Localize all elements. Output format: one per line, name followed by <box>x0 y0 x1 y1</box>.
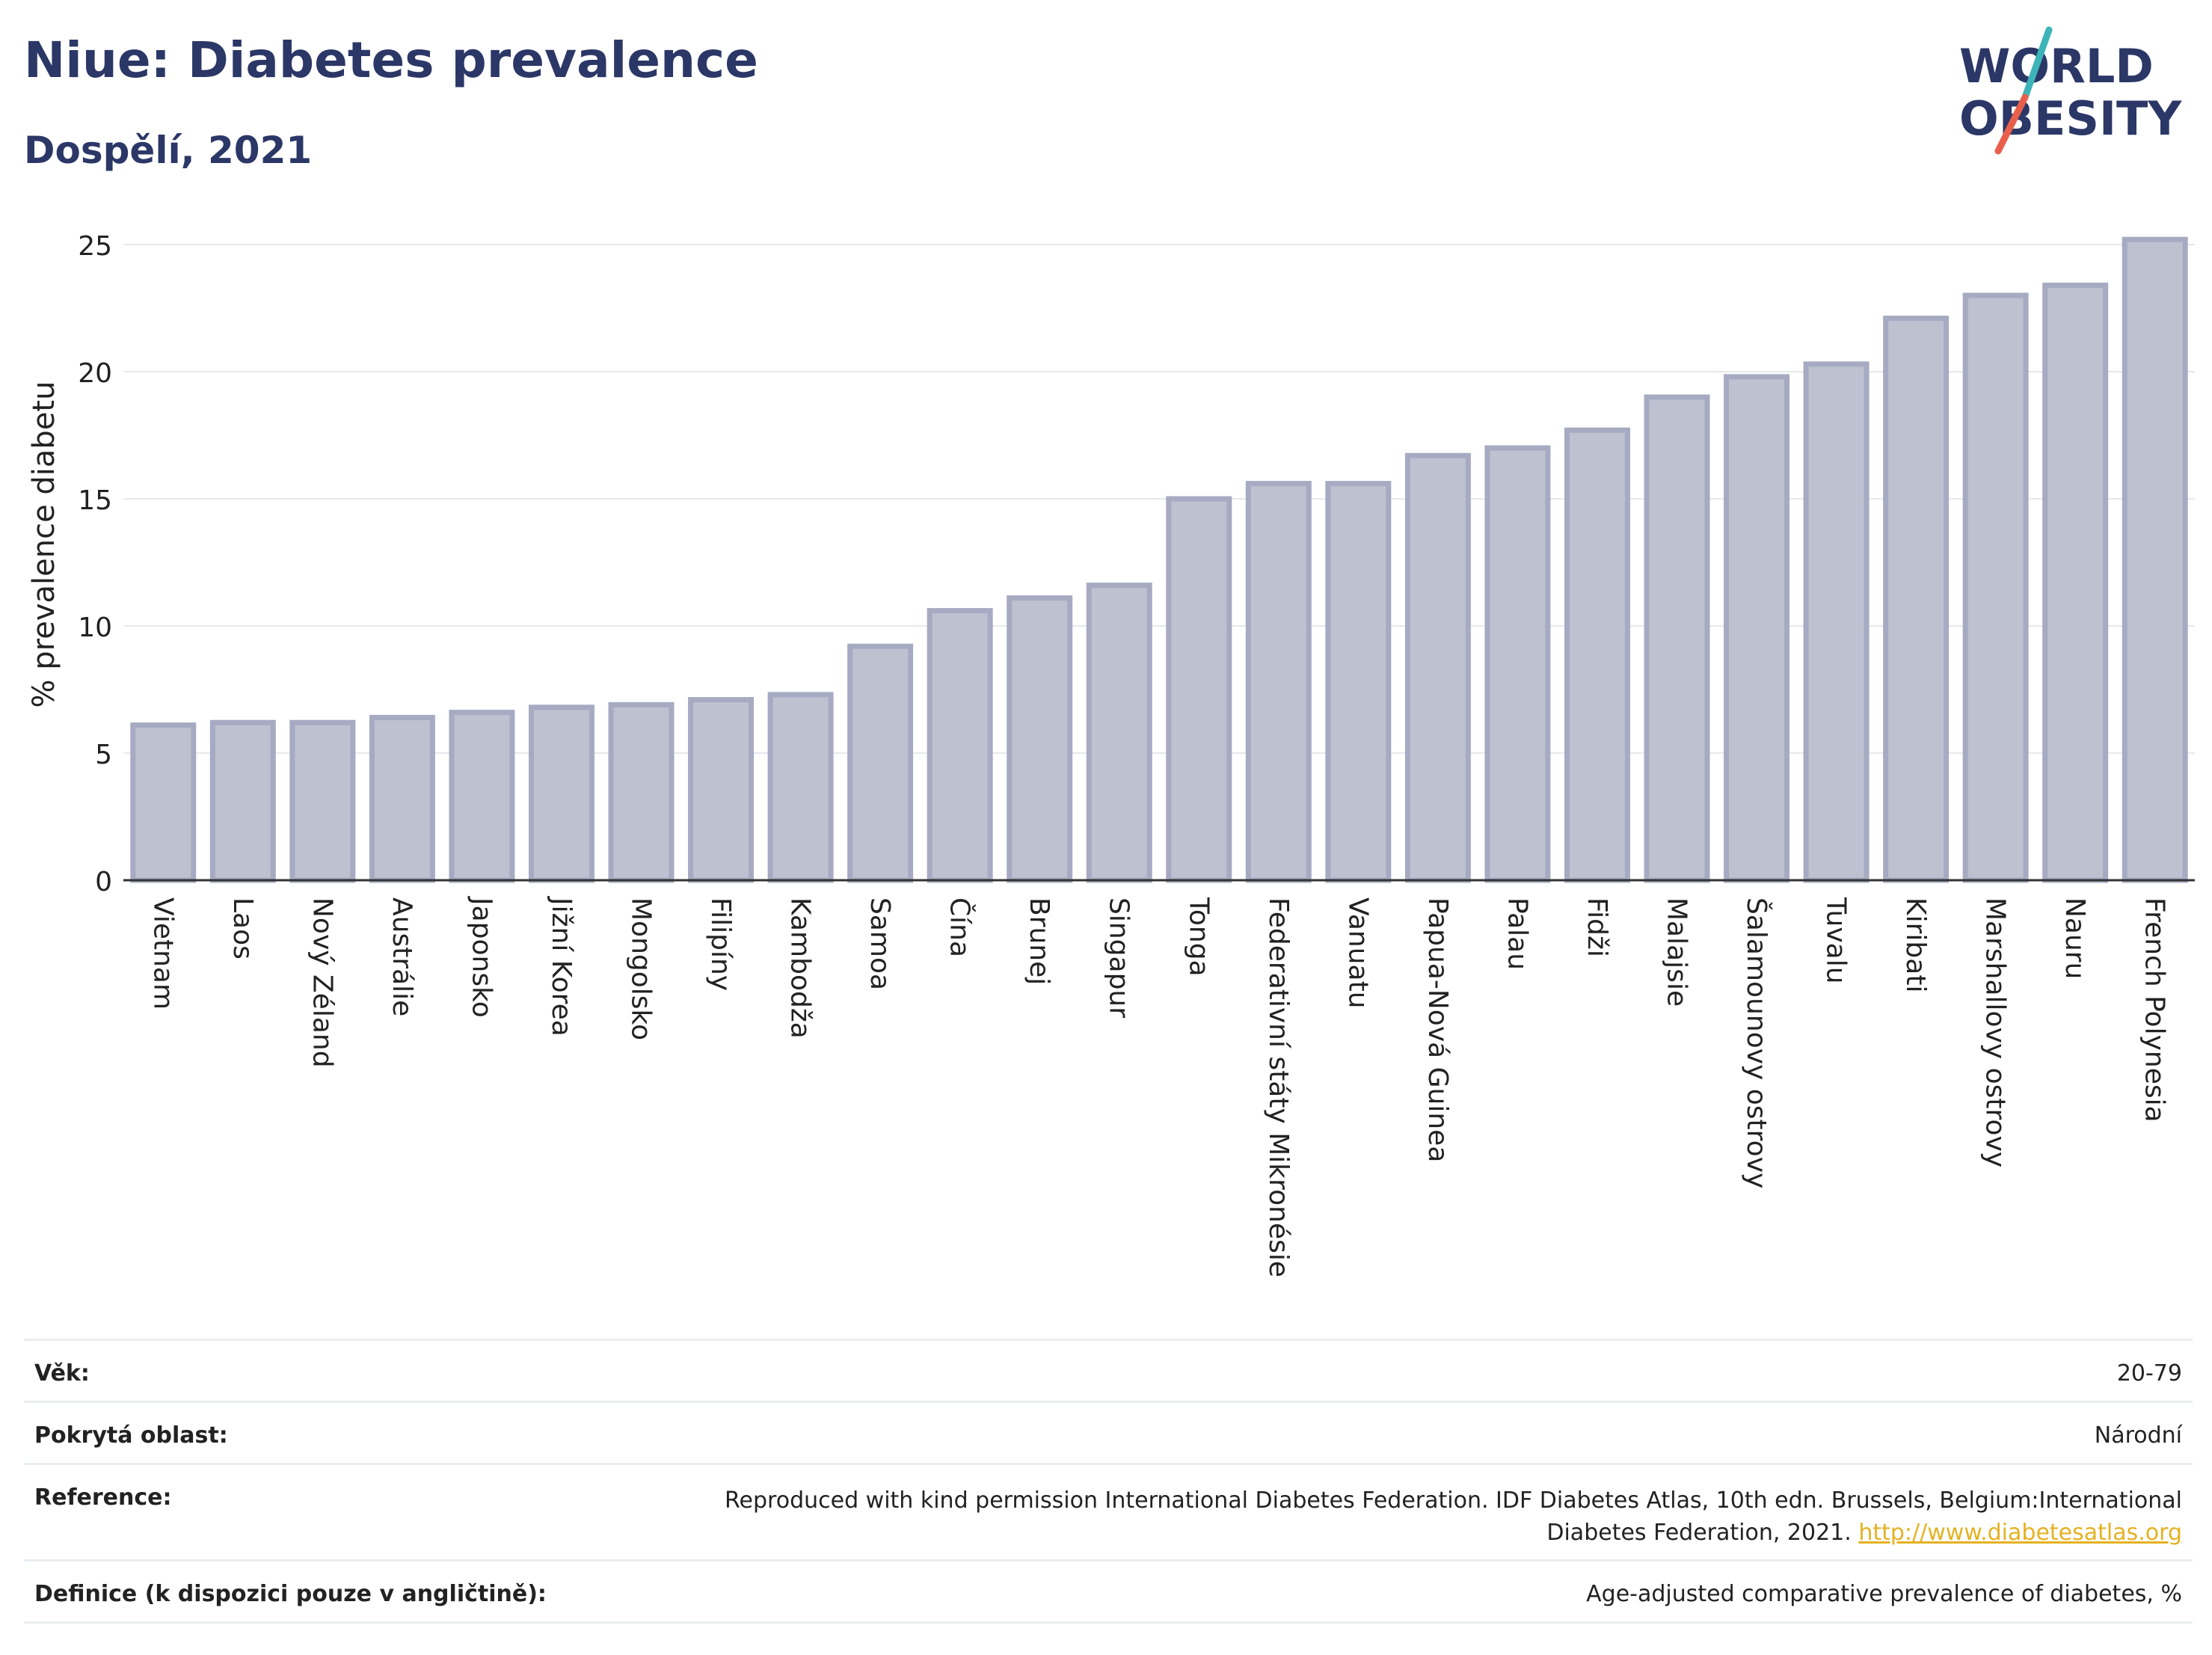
x-axis-labels: Vietnam Laos Nový Zéland Austrálie Japonsko J… <box>147 896 2169 1277</box>
logo-slash-red <box>1994 93 2029 155</box>
y-axis-ticks: 0 5 10 15 20 25 <box>78 231 112 897</box>
bar <box>767 692 834 883</box>
reference-text: Reproduced with kind permission Internat… <box>725 1487 2182 1546</box>
page-title: Niue: Diabetes prevalence <box>24 31 758 89</box>
info-table: Věk: 20-79 Pokrytá oblast: Národní Refer… <box>24 1339 2193 1624</box>
bar <box>528 704 595 883</box>
bar <box>369 714 435 883</box>
info-row-definition: Definice (k dispozici pouze v angličtině… <box>24 1559 2193 1624</box>
x-tick-label: Brunej <box>1024 897 1054 985</box>
info-value: 20-79 <box>2116 1360 2182 1387</box>
x-tick-label: Čína <box>944 897 976 957</box>
bar <box>1404 452 1471 883</box>
info-label: Věk: <box>34 1360 90 1387</box>
bar <box>1007 595 1073 883</box>
y-tick-label: 0 <box>95 867 112 897</box>
logo-text-world: WORLD <box>1959 39 2154 93</box>
bar <box>1325 481 1392 883</box>
x-tick-label: Filipíny <box>705 897 736 991</box>
bar <box>130 722 197 883</box>
bar <box>1803 361 1870 883</box>
x-tick-label: Jižní Korea <box>546 896 577 1037</box>
info-value: Reproduced with kind permission Internat… <box>686 1484 2182 1549</box>
x-tick-label: Austrálie <box>387 897 417 1016</box>
x-tick-label: Kiribati <box>1900 897 1931 992</box>
x-tick-label: Kambodža <box>785 897 816 1039</box>
x-tick-label: Samoa <box>864 897 895 990</box>
x-tick-label: Palau <box>1502 897 1532 970</box>
y-tick-label: 25 <box>78 231 112 262</box>
x-tick-label: Nauru <box>2059 897 2090 979</box>
bar <box>1564 427 1630 883</box>
bar <box>1962 292 2029 883</box>
x-tick-label: Japonsko <box>466 896 497 1018</box>
info-label: Reference: <box>34 1484 172 1511</box>
logo-slash-teal <box>2021 26 2053 101</box>
x-tick-label: Laos <box>227 897 258 959</box>
bar <box>1484 445 1551 883</box>
x-tick-label: Papua-Nová Guinea <box>1422 897 1453 1162</box>
x-tick-label: French Polynesia <box>2139 897 2170 1123</box>
x-tick-label: Mongolsko <box>626 897 657 1040</box>
x-tick-label: Vanuatu <box>1342 897 1373 1009</box>
bar <box>2122 236 2188 883</box>
info-label: Definice (k dispozici pouze v angličtině… <box>34 1581 547 1607</box>
x-tick-label: Tonga <box>1183 897 1214 977</box>
x-tick-label: Singapur <box>1104 897 1134 1018</box>
info-row-age: Věk: 20-79 <box>24 1339 2193 1401</box>
y-tick-label: 15 <box>78 485 112 516</box>
bars <box>130 236 2188 883</box>
bar <box>1086 583 1152 883</box>
bar <box>1245 481 1312 883</box>
y-tick-label: 5 <box>95 740 112 770</box>
bar <box>209 719 276 883</box>
y-axis-label: % prevalence diabetu <box>27 381 61 708</box>
x-tick-label: Vietnam <box>147 897 178 1010</box>
x-tick-label: Federativní státy Mikronésie <box>1263 897 1294 1277</box>
y-tick-label: 20 <box>78 358 112 389</box>
logo-text-obesity: OBESITY <box>1959 91 2182 146</box>
info-value: Age-adjusted comparative prevalence of d… <box>1586 1581 2182 1607</box>
bar <box>1883 316 1950 883</box>
bar <box>1724 374 1790 883</box>
bar <box>2042 282 2109 883</box>
info-value: Národní <box>2094 1422 2182 1449</box>
bar-chart: 0 5 10 15 20 25 Vietnam Laos Nový Zéland Austrál… <box>27 231 2195 1277</box>
bar <box>847 643 914 883</box>
bar <box>1166 496 1232 883</box>
x-tick-label: Fidži <box>1582 897 1612 957</box>
bar <box>927 608 993 883</box>
bar <box>608 701 675 883</box>
x-tick-label: Malajsie <box>1662 897 1692 1007</box>
y-tick-label: 10 <box>78 612 112 643</box>
info-row-coverage: Pokrytá oblast: Národní <box>24 1401 2193 1463</box>
x-tick-label: Marshallovy ostrovy <box>1980 897 2011 1167</box>
bar <box>289 719 356 883</box>
page-subtitle: Dospělí, 2021 <box>24 129 313 172</box>
info-row-reference: Reference: Reproduced with kind permissi… <box>24 1463 2193 1559</box>
x-tick-label: Tuvalu <box>1821 897 1852 984</box>
x-tick-label: Šalamounovy ostrovy <box>1741 897 1772 1188</box>
world-obesity-logo: WORLD OBESITY <box>1959 26 2182 155</box>
reference-link[interactable]: http://www.diabetesatlas.org <box>1858 1520 2182 1546</box>
x-tick-label: Nový Zéland <box>307 897 337 1068</box>
bar <box>688 697 755 883</box>
bar <box>449 710 515 883</box>
bar <box>1644 394 1710 883</box>
info-label: Pokrytá oblast: <box>34 1422 228 1449</box>
